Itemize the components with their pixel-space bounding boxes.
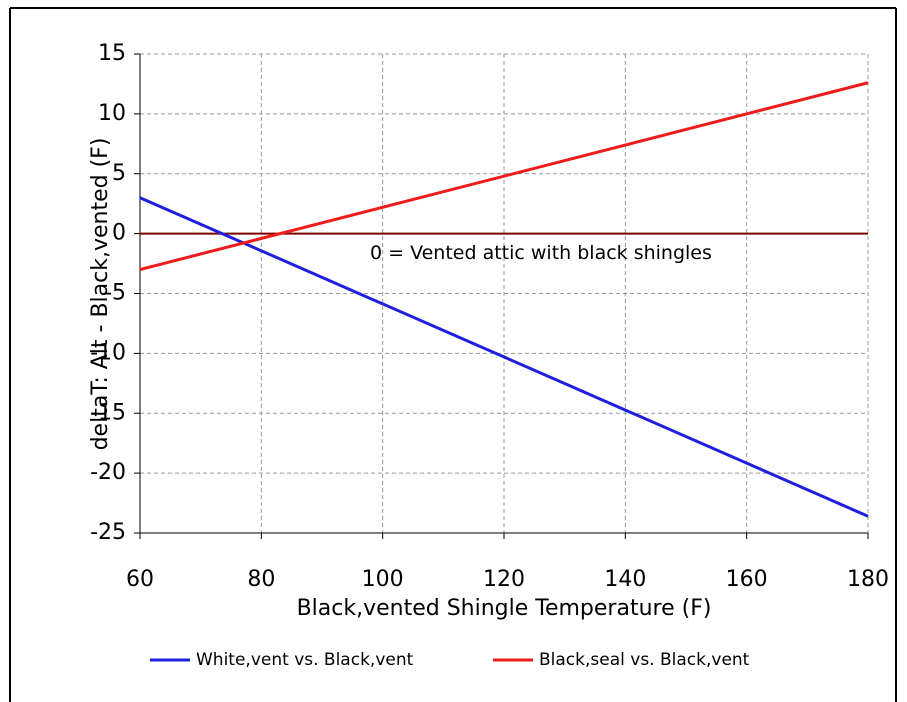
y-tick-label: -15	[90, 400, 126, 425]
legend-label: White,vent vs. Black,vent	[196, 650, 414, 670]
series-line	[139, 81, 869, 272]
series-line	[139, 196, 869, 518]
y-axis-label: deltaT: Alt - Black,vented (F)	[88, 138, 113, 451]
x-tick-label: 120	[483, 567, 525, 592]
y-tick-label: -20	[90, 460, 126, 485]
y-tick-label: -5	[104, 281, 126, 306]
y-tick-label: 15	[98, 41, 126, 66]
y-tick-label: 10	[98, 101, 126, 126]
x-tick-label: 160	[726, 567, 768, 592]
y-tick-label: -10	[90, 340, 126, 365]
x-axis-label: Black,vented Shingle Temperature (F)	[297, 596, 712, 621]
annotation: 0 = Vented attic with black shingles	[370, 242, 712, 264]
legend-label: Black,seal vs. Black,vent	[539, 650, 750, 670]
x-tick-label: 180	[847, 567, 889, 592]
x-tick-label: 140	[604, 567, 646, 592]
y-tick-label: 0	[112, 221, 126, 246]
frame	[9, 7, 897, 702]
x-tick-label: 80	[247, 567, 275, 592]
x-tick-label: 60	[126, 567, 154, 592]
y-tick-label: 5	[112, 161, 126, 186]
y-tick-label: -25	[90, 520, 126, 545]
x-tick-label: 100	[362, 567, 404, 592]
